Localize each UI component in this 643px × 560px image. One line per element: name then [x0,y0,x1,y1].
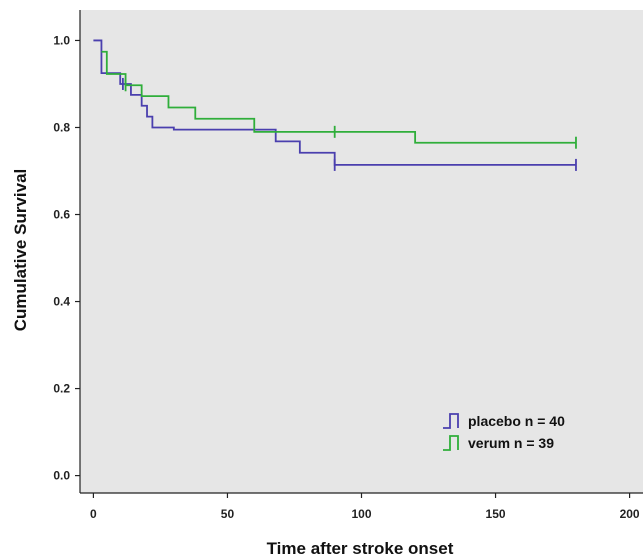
tick-layer: 0 50 100 150 200 0.0 0.2 0.4 0.6 0.8 1.0 [53,33,640,521]
series-layer [93,39,577,171]
legend-symbol-0 [443,413,459,429]
x-tick-label-3: 150 [486,507,506,521]
legend-label-0: placebo n = 40 [468,413,565,429]
x-tick-label-1: 50 [221,507,235,521]
y-tick-label-1: 0.2 [53,382,70,396]
plot-area [80,10,643,493]
x-axis-title: Time after stroke onset [267,539,454,558]
series-line-0 [93,39,576,166]
legend-symbol-1 [443,435,459,451]
y-tick-label-3: 0.6 [53,208,70,222]
y-tick-label-2: 0.4 [53,295,70,309]
legend: placebo n = 40 verum n = 39 [443,413,565,451]
y-tick-label-5: 1.0 [53,33,70,47]
x-tick-label-0: 0 [90,507,97,521]
x-tick-label-4: 200 [620,507,640,521]
y-tick-label-0: 0.0 [53,469,70,483]
y-axis-title: Cumulative Survival [11,169,30,332]
x-tick-label-2: 100 [351,507,371,521]
legend-label-1: verum n = 39 [468,435,554,451]
y-tick-label-4: 0.8 [53,120,70,134]
